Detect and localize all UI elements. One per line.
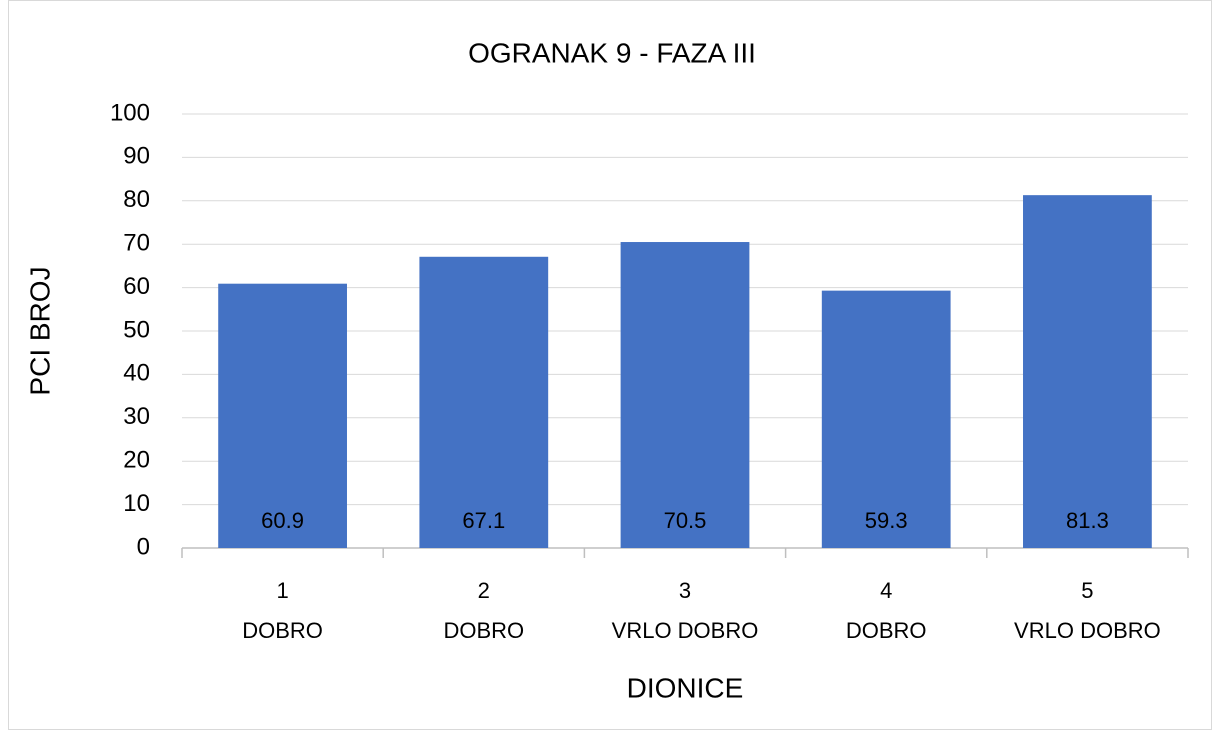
data-label: 70.5	[664, 508, 707, 533]
x-tick-label: 3	[679, 578, 691, 603]
y-tick-label: 70	[123, 230, 150, 257]
y-tick-label: 0	[137, 533, 150, 560]
bar	[1023, 195, 1152, 548]
y-tick-label: 50	[123, 316, 150, 343]
data-label: 81.3	[1066, 508, 1109, 533]
x-tick-label: 4	[880, 578, 892, 603]
x-tick-label: 5	[1081, 578, 1093, 603]
data-label: 59.3	[865, 508, 908, 533]
bar	[419, 256, 549, 548]
y-tick-label: 40	[123, 360, 150, 387]
x-tick-label: DOBRO	[846, 618, 927, 643]
chart-border	[8, 0, 1212, 730]
y-tick-label: 100	[110, 99, 150, 126]
data-label: 67.1	[462, 508, 505, 533]
y-tick-label: 80	[123, 186, 150, 213]
x-tick-label: DOBRO	[443, 618, 524, 643]
y-tick-label: 20	[123, 447, 150, 474]
x-tick-label: 1	[276, 578, 288, 603]
bar	[218, 283, 347, 548]
y-tick-label: 60	[123, 273, 150, 300]
y-axis-title: PCI BROJ	[24, 266, 55, 395]
x-tick-label: 2	[478, 578, 490, 603]
x-tick-label: VRLO DOBRO	[612, 618, 759, 643]
chart-title: OGRANAK 9 - FAZA III	[468, 37, 756, 68]
x-tick-label: DOBRO	[242, 618, 323, 643]
bar	[620, 242, 750, 548]
x-axis-title: DIONICE	[627, 672, 744, 703]
bar	[821, 290, 951, 548]
y-tick-label: 10	[123, 490, 150, 517]
y-tick-label: 90	[123, 143, 150, 170]
x-tick-label: VRLO DOBRO	[1014, 618, 1161, 643]
data-label: 60.9	[261, 508, 304, 533]
y-tick-label: 30	[123, 403, 150, 430]
